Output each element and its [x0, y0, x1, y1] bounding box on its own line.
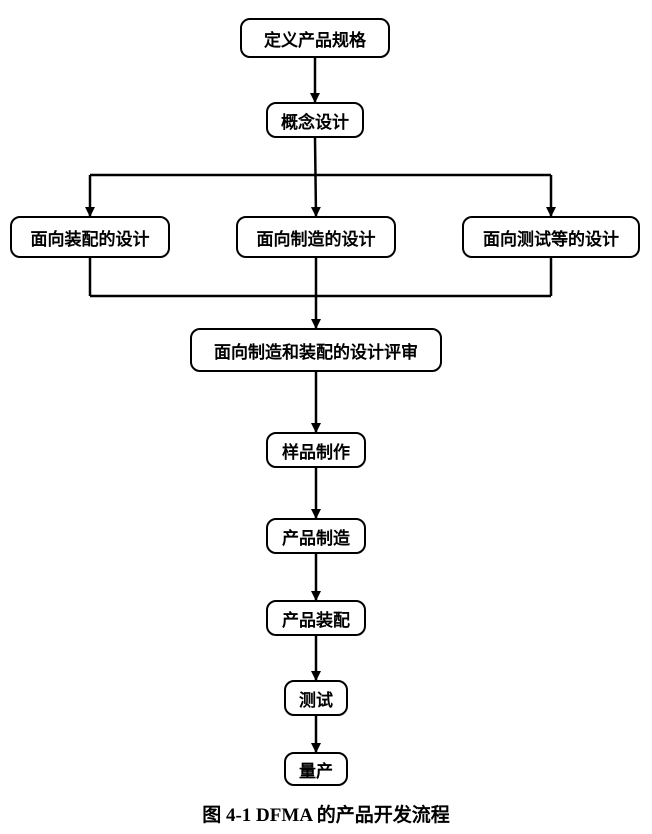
flow-node-n9: 量产 [284, 752, 348, 786]
flow-node-n2: 概念设计 [266, 102, 364, 138]
flow-node-n3c: 面向测试等的设计 [462, 216, 640, 258]
flow-node-n4: 面向制造和装配的设计评审 [190, 328, 442, 372]
flow-node-n1: 定义产品规格 [240, 18, 390, 58]
flow-node-n6: 产品制造 [266, 518, 366, 554]
figure-caption: 图 4-1 DFMA 的产品开发流程 [0, 800, 652, 827]
flowchart-canvas: 图 4-1 DFMA 的产品开发流程 定义产品规格概念设计面向装配的设计面向制造… [0, 0, 652, 834]
flow-node-n3a: 面向装配的设计 [10, 216, 170, 258]
flow-node-n8: 测试 [284, 680, 348, 716]
flow-node-n7: 产品装配 [266, 600, 366, 636]
flow-node-n5: 样品制作 [266, 432, 366, 468]
flow-node-n3b: 面向制造的设计 [236, 216, 396, 258]
